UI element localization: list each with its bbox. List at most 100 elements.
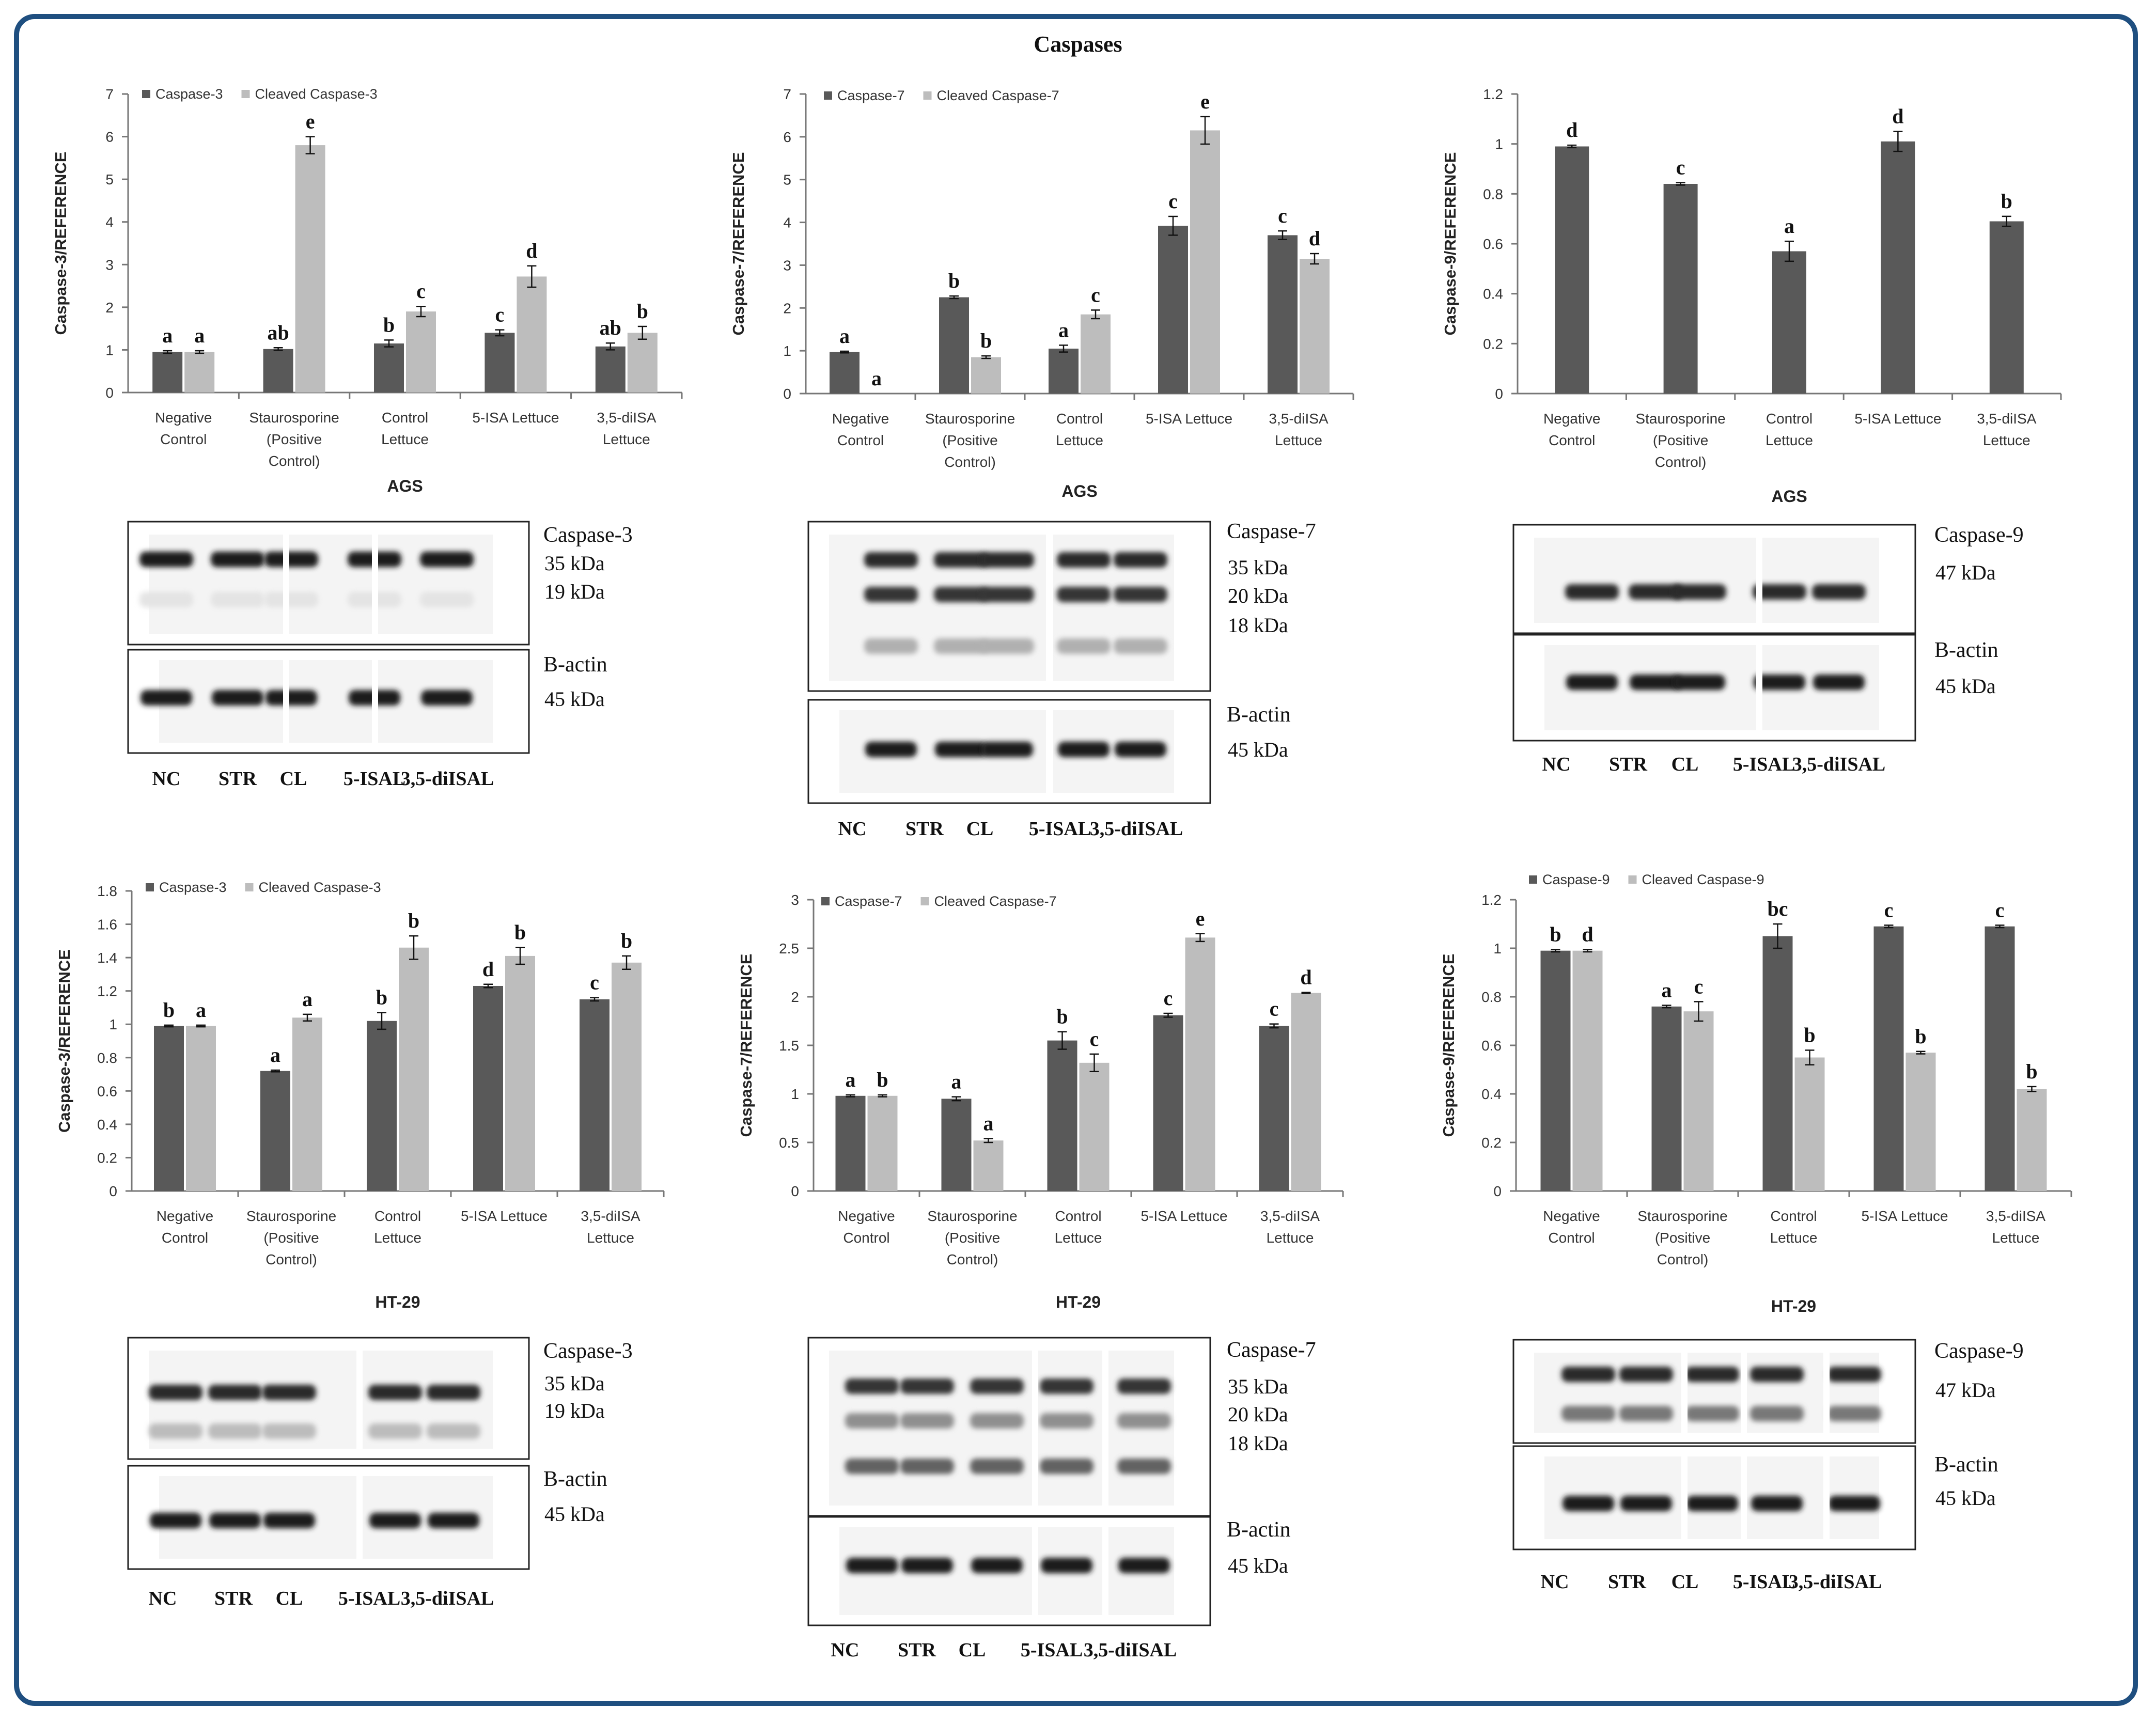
blot-band: [140, 690, 192, 706]
x-tick-label: Control: [382, 410, 428, 426]
legend-swatch: [923, 91, 932, 100]
x-tick-label: Control): [944, 454, 996, 470]
blot-band: [262, 1423, 316, 1439]
lane-label: 3,5-diISAL: [401, 1588, 494, 1609]
x-tick-label: Negative: [157, 1208, 214, 1224]
y-tick-label: 1: [105, 342, 114, 358]
blot-band: [263, 1513, 315, 1528]
bar: [1663, 184, 1698, 394]
bar: [517, 276, 547, 393]
cell-line-label: HT-29: [1771, 1297, 1816, 1315]
lane-label: STR: [898, 1639, 936, 1661]
y-tick-label: 1.4: [97, 950, 117, 966]
blot-band: [1057, 638, 1111, 654]
bar: [485, 333, 515, 393]
blot-band: [845, 1413, 899, 1429]
significance-letter: a: [1662, 978, 1672, 1001]
y-tick-label: 0.2: [1483, 336, 1503, 352]
blot-target-label: Caspase-3: [543, 1339, 633, 1363]
legend-swatch: [824, 91, 832, 100]
y-axis-label: Caspase-9/REFERENCE: [1440, 954, 1458, 1137]
bar: [367, 1021, 397, 1191]
blot-target-label: Caspase-9: [1934, 523, 2024, 547]
y-tick-label: 0.6: [1481, 1038, 1502, 1054]
x-tick-label: Lettuce: [1055, 1230, 1102, 1246]
significance-letter: d: [482, 958, 494, 981]
bar: [374, 343, 404, 393]
blot-band: [970, 1459, 1024, 1474]
blot-band: [934, 552, 988, 568]
significance-letter: b: [980, 329, 992, 352]
blot-band: [1750, 1406, 1804, 1421]
x-tick-label: Lettuce: [374, 1230, 421, 1246]
x-tick-label: Staurosporine: [1637, 1208, 1727, 1224]
blot-band: [1829, 1496, 1880, 1511]
y-tick-label: 0.5: [779, 1135, 799, 1151]
blot-band: [1685, 1406, 1739, 1421]
y-tick-label: 1.2: [1481, 892, 1502, 908]
blot-kda-label: 35 kDa: [544, 1372, 605, 1395]
blot-band: [1750, 1367, 1804, 1382]
legend-label: Caspase-9: [1542, 872, 1610, 887]
blot-band: [934, 587, 988, 602]
x-tick-label: 3,5-diISA: [1260, 1208, 1320, 1224]
y-tick-label: 3: [783, 257, 791, 273]
x-tick-label: Control: [837, 432, 884, 448]
blot-band: [264, 552, 318, 567]
x-tick-label: 5-ISA Lettuce: [1146, 411, 1232, 427]
significance-letter: b: [2001, 190, 2012, 213]
x-tick-label: Negative: [1543, 411, 1601, 427]
bar: [1185, 937, 1215, 1191]
blot-band: [900, 1378, 954, 1394]
blot-band: [1563, 1496, 1614, 1511]
blot-kda-label: 18 kDa: [1228, 614, 1288, 637]
lane-label: CL: [966, 818, 994, 840]
blot-band: [427, 1385, 480, 1400]
western-blot-4: Caspase-3 35 kDa 19 kDa B-actin 45 kDa NC STR C…: [127, 1337, 633, 1609]
significance-letter: b: [383, 313, 395, 336]
bar: [154, 1026, 184, 1191]
blot-band: [1754, 675, 1805, 690]
gel-background: [1534, 538, 1879, 623]
blot-band: [149, 1423, 202, 1439]
blot-kda-label: 19 kDa: [544, 1399, 605, 1422]
significance-letter: b: [621, 929, 632, 952]
significance-letter: b: [1804, 1023, 1815, 1046]
y-tick-label: 1.8: [97, 883, 117, 899]
gel-gap: [1032, 1348, 1038, 1506]
legend-swatch: [241, 90, 250, 98]
blot-band: [1812, 584, 1866, 600]
lane-label: CL: [959, 1639, 986, 1661]
y-tick-label: 1: [783, 343, 791, 359]
cell-line-label: HT-29: [375, 1293, 420, 1311]
significance-letter: ab: [267, 321, 289, 344]
significance-letter: b: [2026, 1060, 2037, 1083]
blot-band: [428, 1513, 479, 1528]
blot-band: [1114, 552, 1167, 568]
legend-label: Cleaved Caspase-7: [934, 894, 1057, 909]
y-tick-label: 0: [783, 386, 791, 402]
blot-band: [1629, 584, 1682, 600]
bar: [1772, 251, 1806, 394]
y-tick-label: 2: [105, 300, 114, 316]
y-tick-label: 0.8: [97, 1050, 117, 1066]
significance-letter: a: [162, 324, 173, 347]
lane-label: 5-ISAL: [1733, 1571, 1795, 1593]
legend-swatch: [1628, 875, 1637, 884]
gel-gap: [1823, 1455, 1830, 1540]
bar: [1081, 314, 1111, 394]
significance-letter: b: [408, 909, 419, 932]
blot-band: [1040, 1378, 1093, 1394]
significance-letter: b: [637, 300, 648, 323]
y-axis-label: Caspase-9/REFERENCE: [1441, 152, 1459, 336]
significance-letter: c: [1884, 898, 1894, 921]
blot-reference-kda: 45 kDa: [1228, 738, 1288, 761]
blot-band: [1619, 1367, 1673, 1382]
legend-label: Caspase-3: [159, 880, 227, 895]
y-tick-label: 1: [1495, 136, 1503, 152]
legend-label: Caspase-3: [155, 86, 223, 102]
western-blot-6: Caspase-9 47 kDa B-actin 45 kDa NC STR CL 5-ISA…: [1512, 1339, 2024, 1593]
y-tick-label: 0: [105, 385, 114, 401]
legend-label: Caspase-7: [835, 894, 902, 909]
gel-gap: [283, 659, 289, 744]
